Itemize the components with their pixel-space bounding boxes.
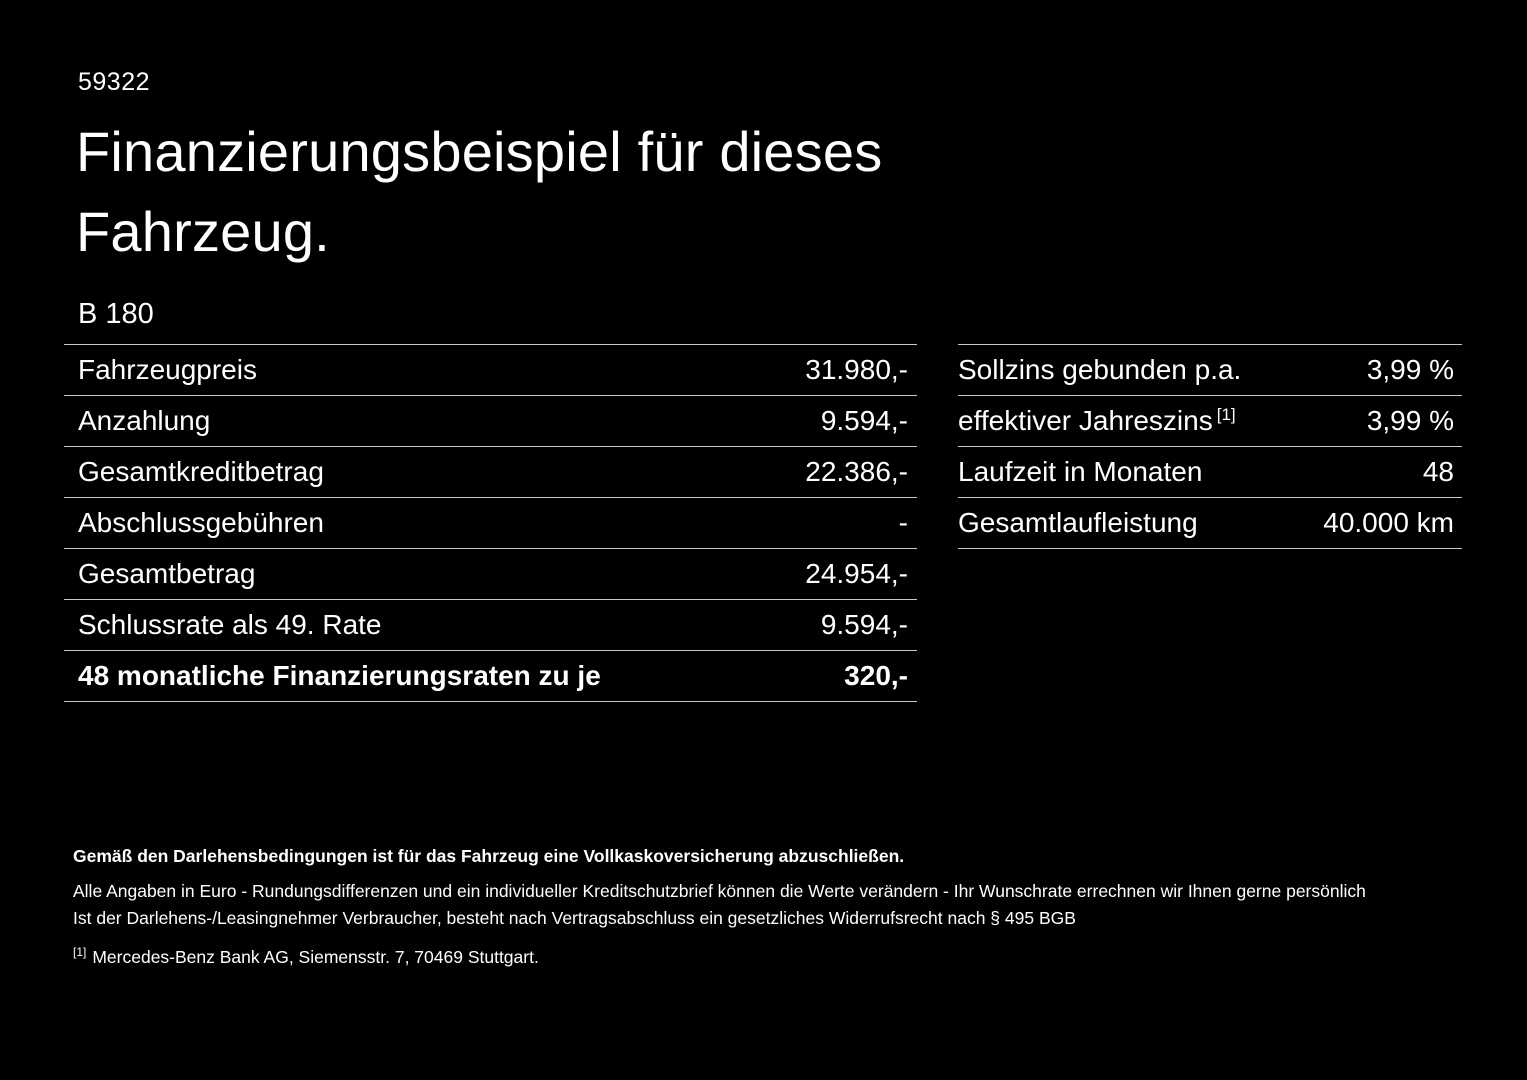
row-value: - — [898, 507, 908, 538]
table-row: effektiver Jahreszins [1] 3,99 % — [958, 396, 1462, 447]
row-label: Sollzins gebunden p.a. — [958, 354, 1242, 385]
row-label: Fahrzeugpreis — [78, 354, 257, 385]
financing-table-left: Fahrzeugpreis 31.980,- Anzahlung 9.594,-… — [64, 344, 917, 702]
row-label: Anzahlung — [78, 405, 211, 436]
row-value: 48 — [1422, 456, 1454, 487]
footnote-reference: [1] — [1216, 404, 1236, 424]
financing-tables: Fahrzeugpreis 31.980,- Anzahlung 9.594,-… — [64, 344, 1462, 702]
row-label: Gesamtbetrag — [78, 558, 256, 589]
euro-note: Alle Angaben in Euro - Rundungsdifferenz… — [73, 881, 1366, 901]
row-label-text: effektiver Jahreszins — [958, 405, 1213, 436]
table-row: Abschlussgebühren - — [64, 498, 917, 549]
row-value: 31.980,- — [805, 354, 908, 385]
table-row: Gesamtbetrag 24.954,- — [64, 549, 917, 600]
row-label: effektiver Jahreszins [1] — [958, 405, 1236, 437]
table-row: Laufzeit in Monaten 48 — [958, 447, 1462, 498]
footnote-text: Mercedes-Benz Bank AG, Siemensstr. 7, 70… — [92, 947, 539, 967]
insurance-note: Gemäß den Darlehensbedingungen ist für d… — [73, 846, 905, 866]
offer-id: 59322 — [78, 68, 151, 96]
page-title: Finanzierungsbeispiel für dieses Fahrzeu… — [76, 120, 883, 264]
table-row: Gesamtlaufleistung 40.000 km — [958, 498, 1462, 549]
row-value: 320,- — [844, 660, 908, 691]
financing-table-right: Sollzins gebunden p.a. 3,99 % effektiver… — [958, 344, 1462, 549]
footnote-marker: [1] — [73, 945, 87, 960]
row-value: 24.954,- — [805, 558, 908, 589]
vehicle-model: B 180 — [78, 298, 154, 330]
table-row: Anzahlung 9.594,- — [64, 396, 917, 447]
table-row: Gesamtkreditbetrag 22.386,- — [64, 447, 917, 498]
row-value: 40.000 km — [1323, 507, 1454, 538]
row-label: 48 monatliche Finanzierungsraten zu je — [78, 660, 601, 691]
row-value: 22.386,- — [805, 456, 908, 487]
table-row-monthly-rate: 48 monatliche Finanzierungsraten zu je 3… — [64, 651, 917, 702]
row-label: Abschlussgebühren — [78, 507, 324, 538]
table-row: Sollzins gebunden p.a. 3,99 % — [958, 345, 1462, 396]
row-value: 9.594,- — [820, 405, 908, 436]
row-value: 3,99 % — [1366, 354, 1454, 385]
legal-notes: Gemäß den Darlehensbedingungen ist für d… — [73, 846, 1463, 968]
bank-footnote: [1] Mercedes-Benz Bank AG, Siemensstr. 7,… — [73, 945, 1463, 968]
row-label: Gesamtlaufleistung — [958, 507, 1198, 538]
row-value: 9.594,- — [820, 609, 908, 640]
row-label: Laufzeit in Monaten — [958, 456, 1203, 487]
row-label: Schlussrate als 49. Rate — [78, 609, 382, 640]
table-row: Schlussrate als 49. Rate 9.594,- — [64, 600, 917, 651]
row-label: Gesamtkreditbetrag — [78, 456, 324, 487]
table-row: Fahrzeugpreis 31.980,- — [64, 345, 917, 396]
row-value: 3,99 % — [1366, 405, 1454, 436]
withdrawal-note: Ist der Darlehens-/Leasingnehmer Verbrau… — [73, 908, 1076, 928]
